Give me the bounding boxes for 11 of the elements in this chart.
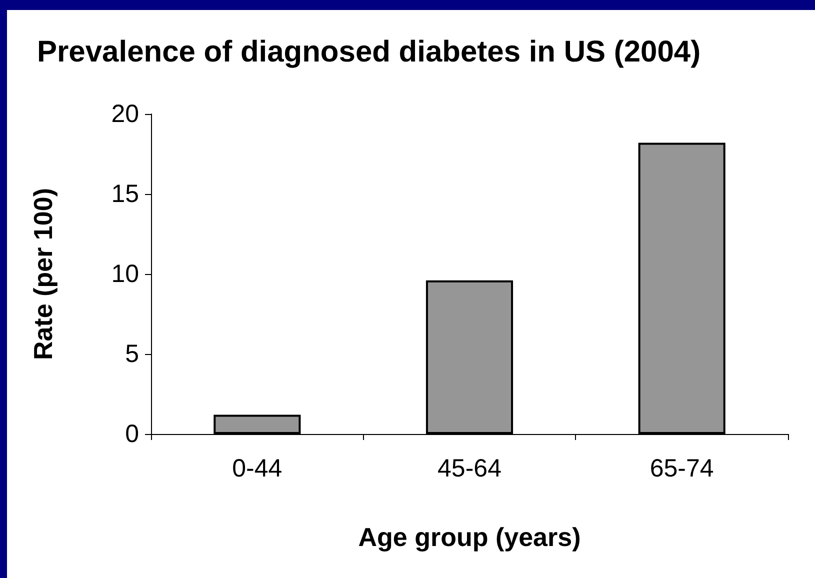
y-tick-label: 10 [111, 260, 139, 288]
y-tick-label: 5 [125, 340, 139, 368]
x-tick-label: 45-64 [438, 454, 502, 482]
chart-title: Prevalence of diagnosed diabetes in US (2004) [37, 36, 701, 68]
y-tick-label: 15 [111, 180, 139, 208]
y-tick-label: 20 [111, 100, 139, 128]
x-tick-label: 0-44 [232, 454, 282, 482]
y-axis-title: Rate (per 100) [28, 188, 58, 360]
y-tick-label: 0 [125, 420, 139, 448]
x-tick-label: 65-74 [650, 454, 714, 482]
x-axis-title: Age group (years) [358, 522, 581, 552]
